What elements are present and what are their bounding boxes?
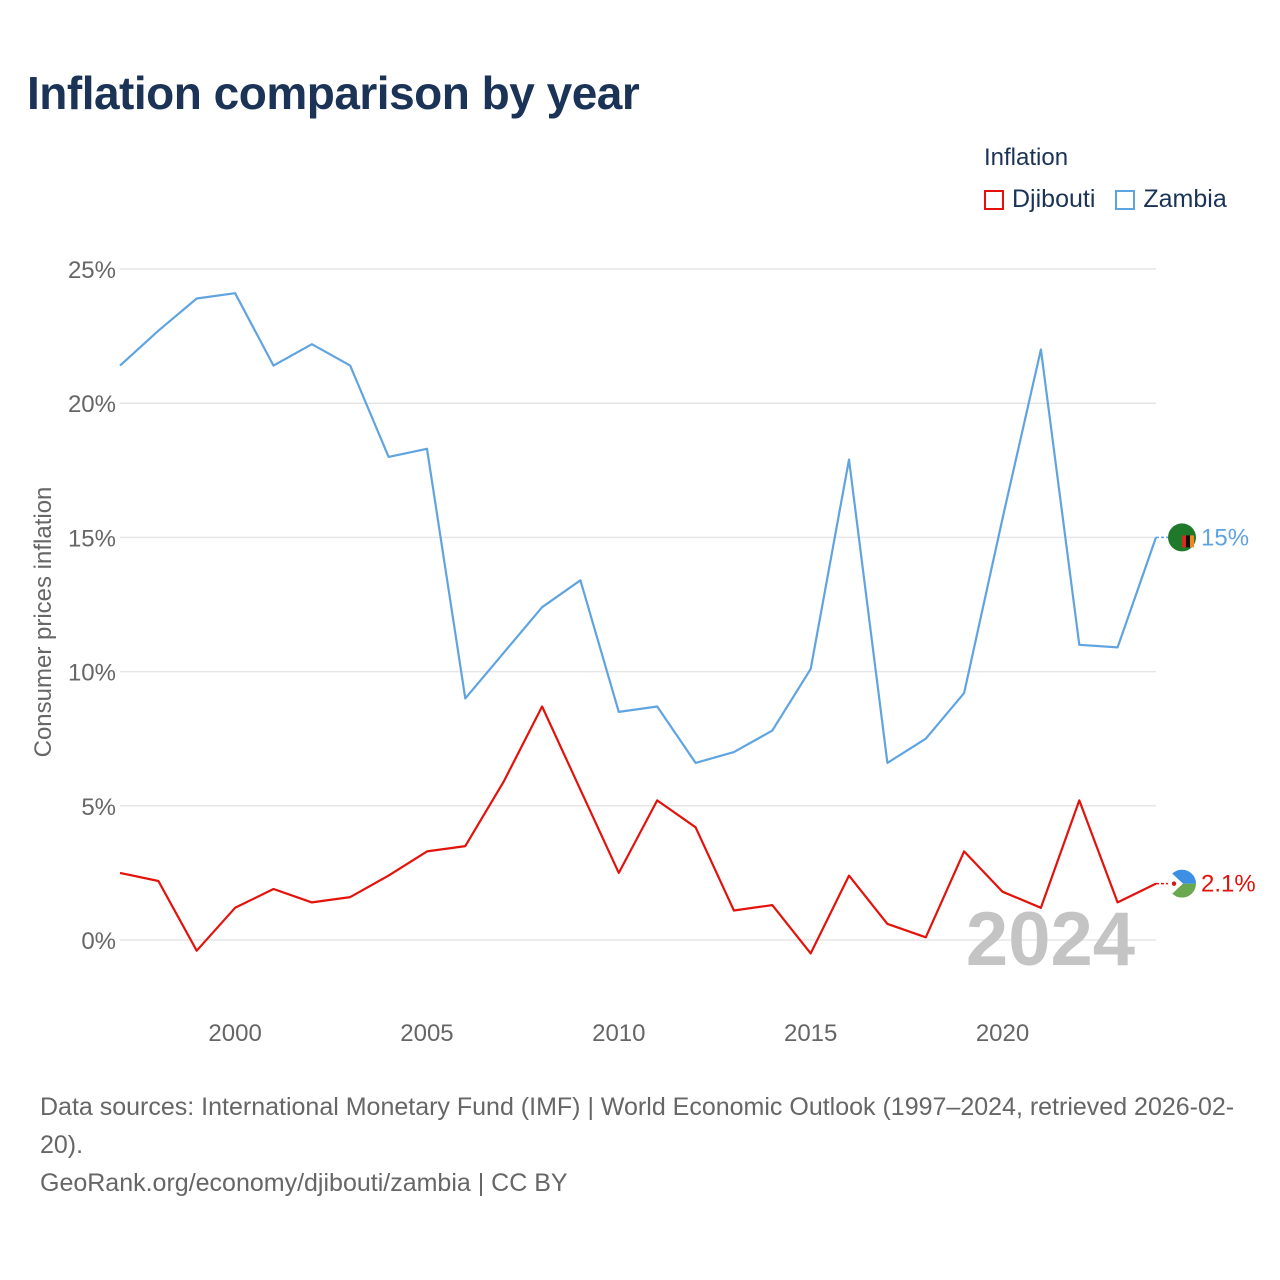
y-tick-label: 15% — [68, 525, 116, 552]
legend-label-djibouti: Djibouti — [1012, 185, 1096, 213]
series-line-djibouti[interactable] — [119, 705, 1157, 955]
x-tick-label: 2020 — [976, 1020, 1029, 1047]
credit-link[interactable]: GeoRank.org/economy/djibouti/zambia | CC… — [40, 1169, 568, 1197]
legend-swatch-djibouti — [984, 189, 1004, 210]
y-tick-label: 10% — [68, 660, 116, 687]
chart-title: Inflation comparison by year — [27, 67, 640, 119]
end-markers: 2.1% 15% — [1156, 523, 1256, 898]
y-tick-label: 25% — [68, 257, 116, 284]
x-axis-ticks: 2000 2005 2010 2015 2020 — [208, 1020, 1029, 1047]
x-tick-label: 2010 — [592, 1020, 645, 1047]
legend-swatch-zambia — [1115, 189, 1136, 210]
y-axis-label: Consumer prices inflation — [30, 487, 57, 758]
y-tick-label: 5% — [81, 794, 116, 821]
x-tick-label: 2015 — [784, 1020, 837, 1047]
y-tick-label: 0% — [81, 928, 116, 955]
x-tick-label: 2005 — [400, 1020, 453, 1047]
end-label-zambia: 15% — [1201, 524, 1249, 551]
flag-zambia-icon — [1168, 523, 1196, 552]
end-label-djibouti: 2.1% — [1201, 871, 1256, 898]
x-tick-label: 2000 — [208, 1020, 261, 1047]
grid-lines — [120, 268, 1156, 941]
data-sources: Data sources: International Monetary Fun… — [40, 1093, 1235, 1159]
legend-label-zambia: Zambia — [1143, 185, 1227, 213]
y-tick-label: 20% — [68, 391, 116, 418]
year-watermark: 2024 — [966, 897, 1135, 982]
series-lines — [119, 292, 1158, 955]
legend-item-djibouti[interactable]: Djibouti — [984, 185, 1095, 214]
footer: Data sources: International Monetary Fun… — [40, 1088, 1250, 1202]
legend: Djibouti Zambia — [984, 185, 1227, 214]
line-chart: 0% 5% 10% 15% 20% 25% 2000 2005 2010 2015 2020 Co… — [30, 257, 1256, 1047]
legend-item-zambia[interactable]: Zambia — [1115, 185, 1227, 214]
y-axis-ticks: 0% 5% 10% 15% 20% 25% — [68, 257, 116, 955]
series-line-zambia[interactable] — [119, 292, 1158, 765]
legend-title: Inflation — [984, 144, 1069, 171]
flag-djibouti-icon — [1168, 869, 1196, 898]
